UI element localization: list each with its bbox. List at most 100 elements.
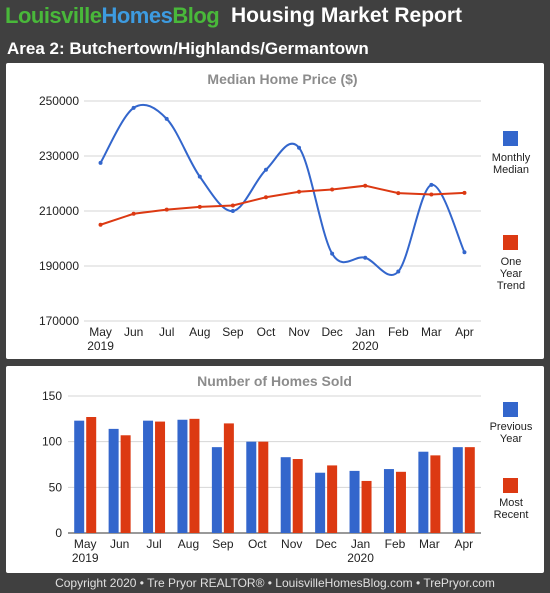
x-tick-label: Nov [281, 537, 302, 551]
legend-label-one-year-trend: One Year Trend [497, 256, 525, 292]
y-tick-label: 100 [42, 435, 62, 449]
x-tick-label: Jun [110, 537, 129, 551]
x-tick-label: Nov [288, 325, 309, 339]
brand-logo[interactable]: LouisvilleHomesBlog [5, 3, 220, 29]
bar-most-recent [327, 465, 338, 533]
bar-most-recent [395, 471, 406, 533]
data-point [297, 145, 302, 150]
x-tick-label: May [74, 537, 97, 551]
data-point [197, 204, 202, 209]
bar-previous-year [246, 441, 257, 533]
y-tick-label: 150 [42, 389, 62, 403]
bar-most-recent [120, 435, 131, 533]
year-label: 2019 [87, 339, 114, 353]
x-tick-label: May [89, 325, 112, 339]
x-tick-label: Oct [257, 325, 276, 339]
header: LouisvilleHomesBlog Housing Market Repor… [0, 0, 550, 34]
data-point [330, 251, 335, 256]
data-point [363, 183, 368, 188]
data-point [429, 182, 434, 187]
bar-previous-year [211, 447, 222, 533]
report-title: Housing Market Report [231, 4, 463, 27]
data-point [230, 209, 235, 213]
y-tick-label: 50 [49, 480, 63, 494]
chart-title: Median Home Price ($) [207, 71, 357, 87]
brand-part-3: Blog [172, 3, 220, 28]
chart-title: Number of Homes Sold [197, 373, 352, 389]
y-tick-label: 250000 [39, 94, 79, 108]
median-price-panel: Median Home Price ($) 170000 190000 210000 2… [6, 63, 544, 359]
data-point [197, 174, 202, 179]
bar-most-recent [155, 421, 166, 533]
data-point [330, 187, 335, 192]
brand-part-1: Louisville [5, 3, 102, 28]
bar-previous-year [280, 457, 291, 533]
legend-swatch-previous-year [503, 402, 518, 417]
bar-previous-year [452, 447, 463, 533]
bar-most-recent [430, 455, 441, 533]
median-price-chart: Median Home Price ($) 170000 190000 210000 2… [39, 71, 531, 353]
data-point [98, 222, 103, 227]
legend-swatch-monthly-median [503, 131, 518, 146]
series-line-1 [100, 184, 465, 226]
legend-label-monthly-median: Monthly Median [492, 152, 531, 176]
bar-most-recent [361, 480, 372, 533]
x-tick-label: Mar [419, 537, 440, 551]
data-point [131, 211, 136, 216]
x-tick-label: Feb [385, 537, 406, 551]
homes-sold-panel: Number of Homes Sold 0 50 100 150 May Jun Jul Au… [6, 366, 544, 573]
y-tick-label: 170000 [39, 314, 79, 328]
bar-most-recent [464, 447, 475, 533]
bar-most-recent [86, 417, 97, 533]
y-tick-label: 0 [55, 526, 62, 540]
bar-previous-year [177, 419, 188, 533]
x-tick-label: Jan [351, 537, 370, 551]
bar-previous-year [349, 470, 360, 533]
data-point [462, 190, 467, 195]
brand-part-2: Homes [101, 3, 173, 28]
x-tick-label: Sep [222, 325, 244, 339]
data-point [297, 189, 302, 194]
data-point [230, 203, 235, 208]
series-line-0 [99, 103, 466, 276]
legend-label-previous-year: Previous Year [490, 421, 533, 445]
x-tick-label: Jan [356, 325, 375, 339]
data-point [396, 191, 401, 196]
x-tick-label: Feb [388, 325, 409, 339]
bar-previous-year [418, 451, 429, 533]
x-tick-label: Apr [454, 537, 473, 551]
bar-previous-year [74, 420, 85, 533]
data-point [396, 269, 401, 274]
footer-copyright: Copyright 2020 • Tre Pryor REALTOR® • Lo… [55, 576, 495, 590]
year-label: 2019 [72, 551, 99, 565]
legend-swatch-most-recent [503, 478, 518, 493]
bar-most-recent [189, 418, 200, 533]
bar-previous-year [108, 428, 119, 533]
data-point [131, 105, 136, 110]
x-tick-label: Oct [248, 537, 267, 551]
x-tick-label: Apr [455, 325, 474, 339]
bar-previous-year [315, 472, 326, 533]
data-point [462, 250, 467, 255]
x-tick-label: Jun [124, 325, 143, 339]
x-tick-label: Aug [189, 325, 210, 339]
x-tick-label: Sep [212, 537, 234, 551]
year-label: 2020 [347, 551, 374, 565]
bar-most-recent [258, 441, 269, 533]
bar-previous-year [383, 469, 394, 533]
y-tick-label: 210000 [39, 204, 79, 218]
y-tick-label: 230000 [39, 149, 79, 163]
bar-previous-year [143, 420, 154, 533]
x-tick-label: Dec [315, 537, 336, 551]
x-tick-label: Jul [159, 325, 174, 339]
data-point [263, 195, 268, 200]
data-point [429, 192, 434, 197]
y-tick-label: 190000 [39, 259, 79, 273]
data-point [263, 167, 268, 172]
x-tick-label: Dec [321, 325, 342, 339]
data-point [98, 160, 103, 165]
data-point [363, 255, 368, 260]
data-point [164, 207, 169, 212]
data-point [164, 116, 169, 121]
x-tick-label: Jul [146, 537, 161, 551]
